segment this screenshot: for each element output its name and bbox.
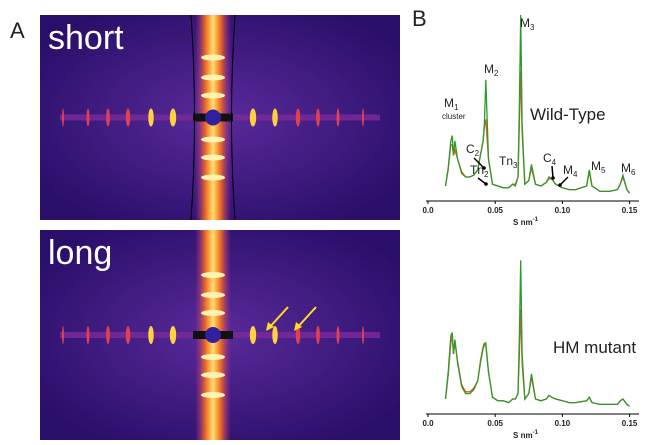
reflection (272, 326, 278, 344)
peak-label: M3 (520, 16, 535, 32)
reflection (249, 326, 257, 344)
pointer-head (482, 166, 486, 170)
reflection (62, 326, 64, 344)
pointer-arrow (473, 157, 485, 169)
reflection (169, 108, 177, 127)
edge-line (231, 14, 236, 221)
pointer-head (484, 182, 488, 186)
arrowhead (266, 322, 274, 331)
pointer-arrow (551, 165, 554, 179)
beamstop (205, 327, 221, 343)
x-tick-label: 0.10 (555, 206, 571, 215)
reflection (86, 326, 90, 344)
profile-line (444, 308, 630, 407)
peak-label: Tn2 (470, 163, 489, 179)
x-tick-label: 0.05 (487, 206, 503, 215)
x-tick-label: 0.15 (622, 419, 638, 428)
meridional-reflection (201, 292, 225, 298)
genotype-label: Wild-Type (530, 105, 606, 124)
panel-label: A (10, 18, 25, 43)
meridional-reflection (201, 154, 225, 161)
peak-label: Tn3 (499, 154, 518, 170)
reflection (316, 326, 320, 344)
reflection (316, 108, 320, 127)
reflection (295, 108, 301, 127)
reflection (125, 326, 131, 344)
peak-label: M4 (563, 163, 578, 179)
meridional-reflection (201, 74, 225, 81)
x-tick-label: 0.15 (622, 206, 638, 215)
meridional-reflection (201, 174, 225, 181)
arrowhead (294, 322, 302, 331)
pointer-head (551, 176, 555, 180)
pointer-head (558, 183, 562, 187)
meridional-reflection (201, 354, 225, 360)
peak-label: M6 (621, 161, 636, 177)
meridional-reflection (201, 136, 225, 143)
reflection (362, 326, 364, 344)
panel-label: B (412, 6, 427, 31)
peak-note: cluster (442, 112, 466, 121)
beamstop (205, 109, 221, 126)
x-axis-label: S nm-1 (513, 217, 539, 227)
peak-label: M5 (591, 159, 606, 175)
reflection (169, 326, 177, 344)
reflection (336, 108, 340, 127)
meridional-reflection (201, 92, 225, 99)
genotype-label: HM mutant (553, 338, 636, 357)
reflection (106, 108, 110, 127)
reflection (62, 108, 64, 127)
edge-line (190, 14, 195, 221)
peak-label: C4 (543, 151, 557, 167)
reflection (362, 108, 364, 127)
reflection (125, 108, 131, 127)
image-caption: long (48, 234, 112, 272)
x-tick-label: 0.0 (422, 206, 434, 215)
peak-label: M2 (484, 62, 499, 78)
x-tick-label: 0.10 (555, 419, 571, 428)
peak-label: M1 (444, 96, 459, 112)
reflection (272, 108, 278, 127)
reflection (86, 108, 90, 127)
reflection (148, 108, 154, 127)
reflection (148, 326, 154, 344)
peak-label: C2 (466, 142, 480, 158)
image-caption: short (48, 19, 124, 57)
meridional-reflection (201, 392, 225, 398)
reflection (106, 326, 110, 344)
reflection (295, 326, 301, 344)
profile-line (444, 14, 631, 194)
meridional-reflection (201, 372, 225, 378)
reflection (249, 108, 257, 127)
x-axis-label: S nm-1 (513, 430, 539, 440)
meridional-reflection (201, 272, 225, 278)
meridional-reflection (201, 54, 225, 61)
profile-line (444, 260, 630, 407)
pointer-arrow (559, 176, 569, 186)
reflection (336, 326, 340, 344)
meridional-reflection (201, 310, 225, 316)
x-tick-label: 0.05 (487, 419, 503, 428)
x-tick-label: 0.0 (422, 419, 434, 428)
diffraction-images: short long (40, 14, 400, 440)
